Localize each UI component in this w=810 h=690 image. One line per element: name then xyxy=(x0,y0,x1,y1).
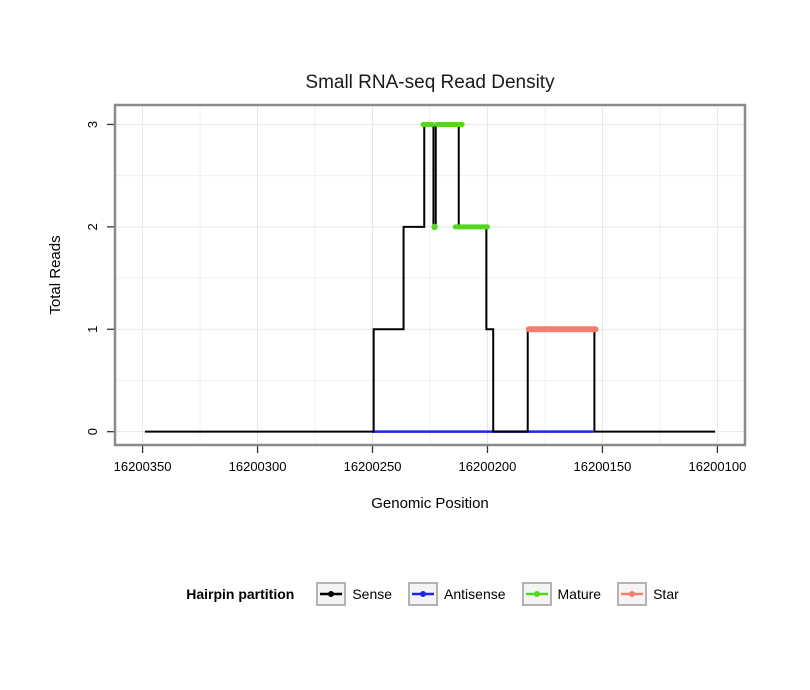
legend-key-sense-icon xyxy=(316,582,347,606)
gridlines-group xyxy=(115,105,745,445)
series-group xyxy=(144,121,716,433)
legend-label: Mature xyxy=(557,586,602,602)
y-tick-label: 1 xyxy=(85,326,100,333)
y-axis-title: Total Reads xyxy=(47,235,64,314)
legend-key-antisense-icon xyxy=(408,582,439,606)
legend-dot xyxy=(328,591,335,597)
legend-entry-sense: Sense xyxy=(316,582,392,606)
axes-group: 16200350 16200300 16200250 16200200 16200150… xyxy=(85,121,746,474)
x-tick-label: 16200200 xyxy=(459,459,517,474)
legend-label: Star xyxy=(653,586,679,602)
y-tick-label: 3 xyxy=(85,121,100,128)
x-tick-label: 16200250 xyxy=(344,459,402,474)
legend-label: Sense xyxy=(352,586,393,602)
x-tick-label: 16200150 xyxy=(574,459,632,474)
legend-entry-antisense: Antisense xyxy=(408,582,506,606)
series-mature xyxy=(431,223,438,231)
chart-canvas: Small RNA-seq Read Density 16200350 16200… xyxy=(47,72,747,512)
legend-key-star-icon xyxy=(617,582,648,606)
legend-line-icon xyxy=(320,591,343,597)
y-tick-label: 0 xyxy=(85,428,100,435)
legend-key-mature-icon xyxy=(521,582,552,606)
legend-dot xyxy=(629,591,636,597)
legend-entry-star: Star xyxy=(617,582,679,606)
legend-dot xyxy=(533,591,540,597)
x-tick-label: 16200100 xyxy=(688,459,746,474)
legend-line-icon xyxy=(621,591,644,597)
y-tick-label: 2 xyxy=(85,223,100,230)
legend-title: Hairpin partition xyxy=(186,586,295,602)
legend-line-icon xyxy=(412,591,435,597)
legend-entry-mature: Mature xyxy=(521,582,602,606)
panel-border xyxy=(113,103,747,447)
legend-label: Antisense xyxy=(444,586,506,602)
legend-line-icon xyxy=(525,591,548,597)
x-tick-label: 16200300 xyxy=(229,459,287,474)
legend: Hairpin partition Sense Antisense Mature St… xyxy=(55,582,810,606)
x-tick-label: 16200350 xyxy=(114,459,172,474)
chart-title: Small RNA-seq Read Density xyxy=(305,72,555,93)
x-axis-title: Genomic Position xyxy=(371,495,489,512)
legend-dot xyxy=(420,591,427,597)
